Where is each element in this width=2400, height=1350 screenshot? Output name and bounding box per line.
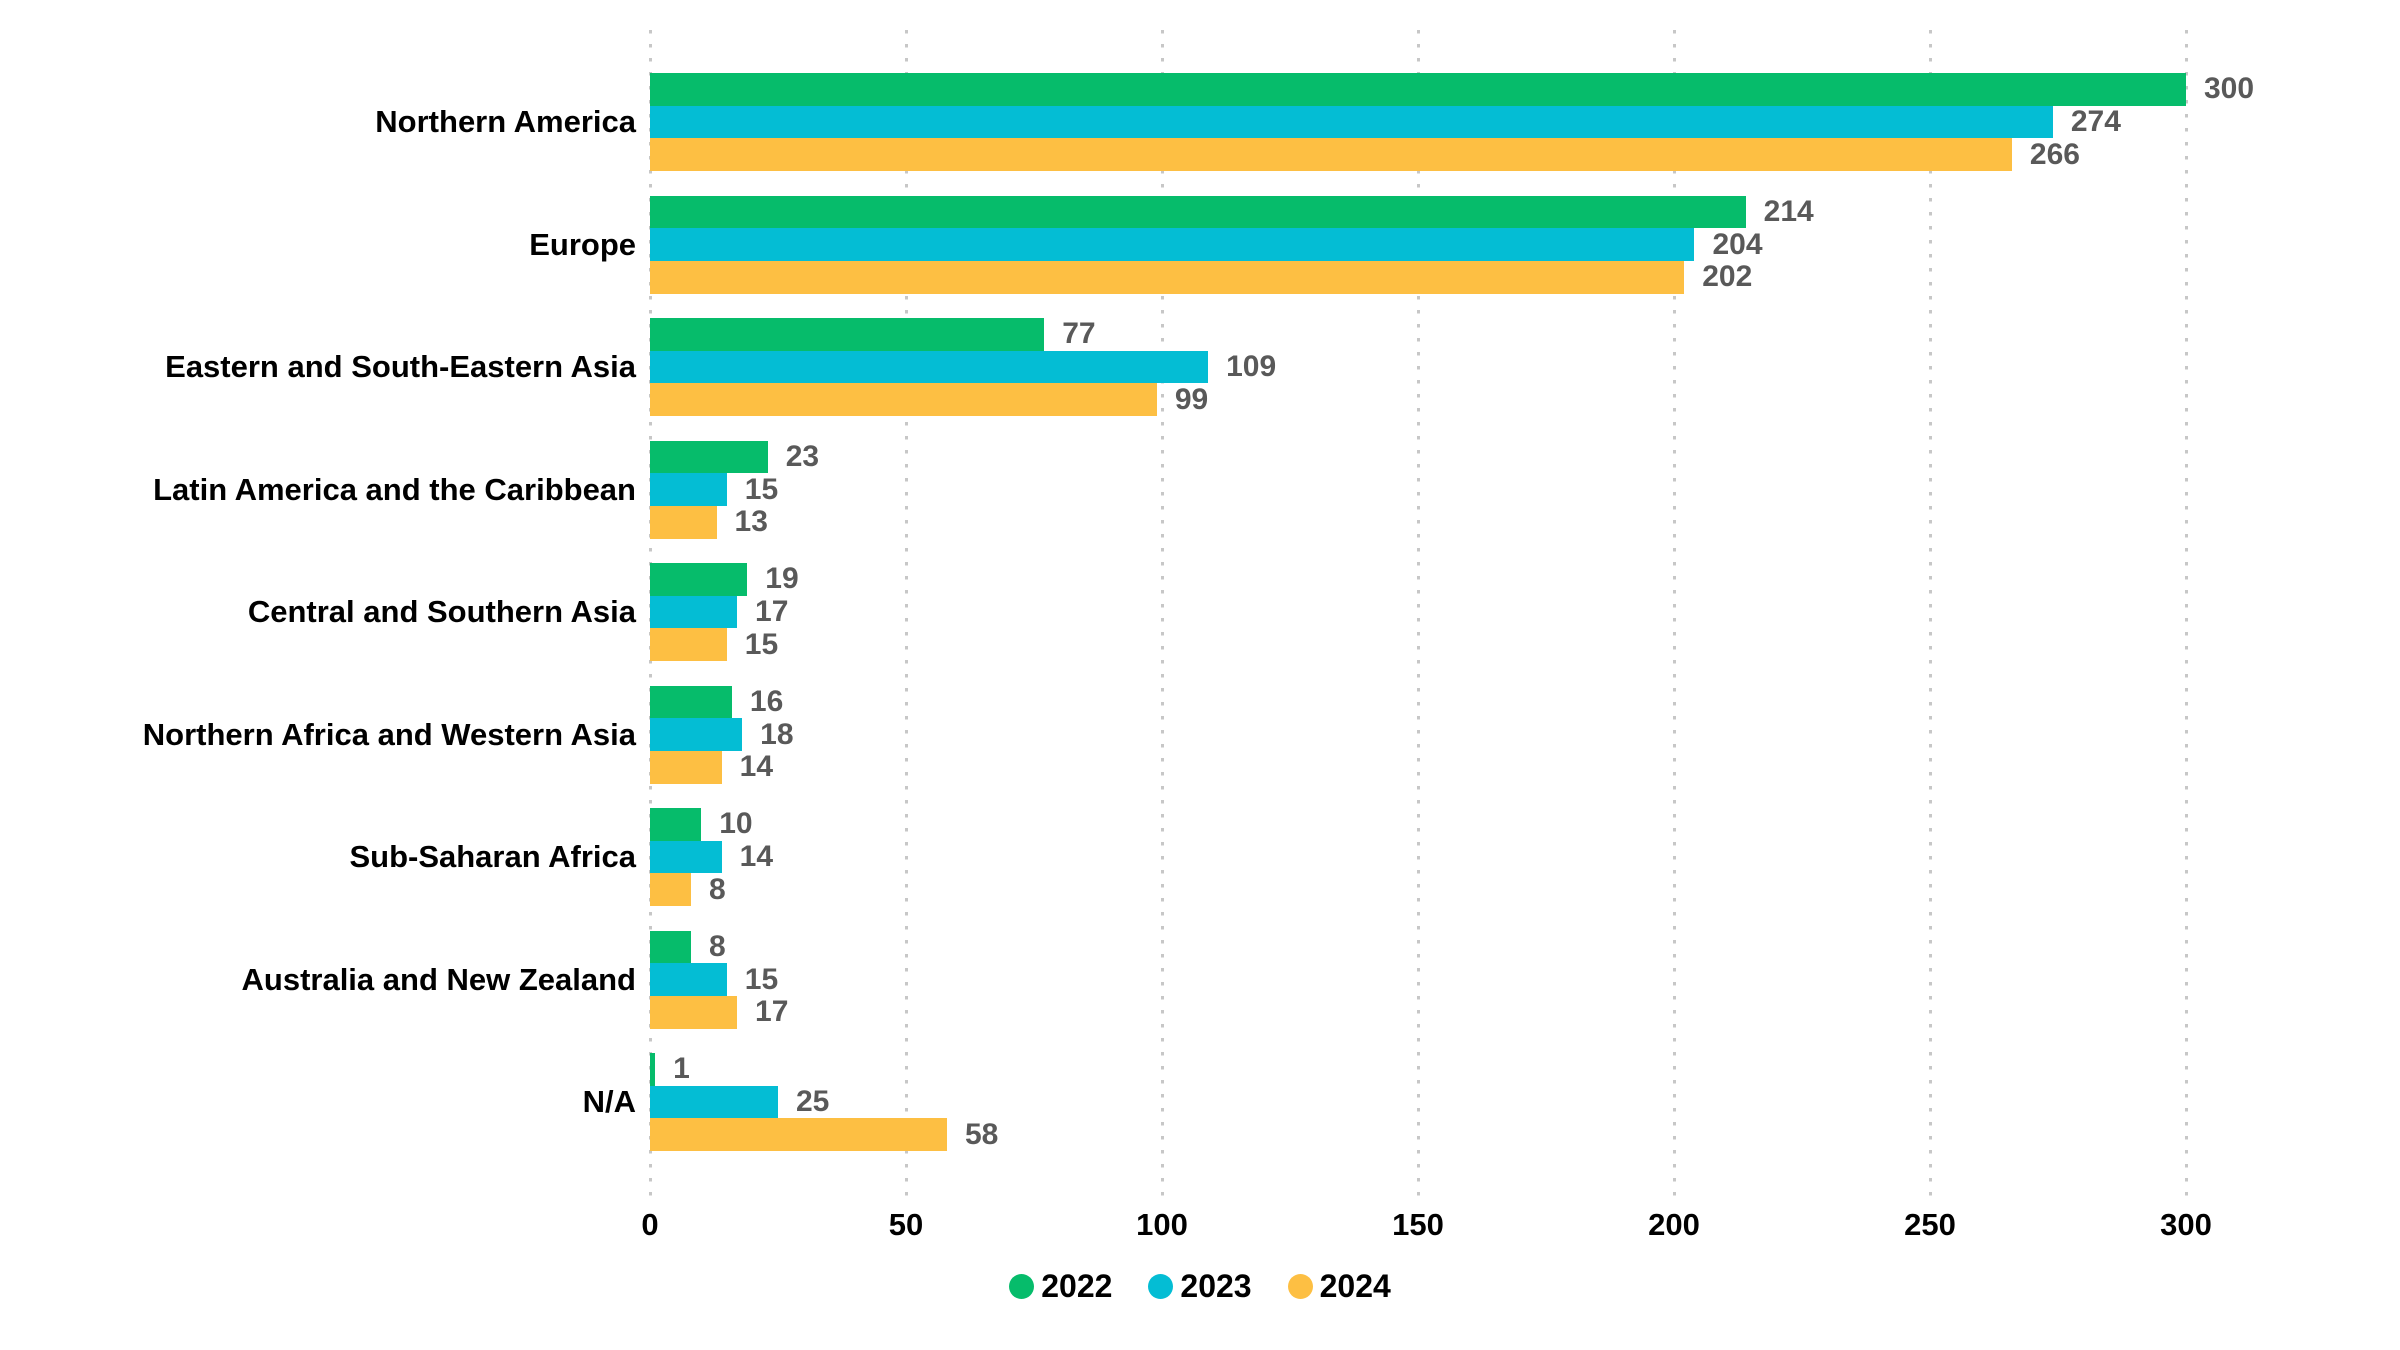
x-tick-label: 300 [2160, 1207, 2212, 1242]
bar-2023-0[interactable] [650, 105, 2053, 139]
bar-2023-3[interactable] [650, 473, 727, 506]
bar-2023-1[interactable] [650, 228, 1695, 261]
gridline-150 [1416, 30, 1420, 1198]
value-label: 15 [744, 962, 779, 996]
value-label: 8 [708, 872, 726, 906]
bar-2022-7[interactable] [650, 930, 691, 964]
category-label: Northern America [375, 104, 636, 140]
bar-2022-3[interactable] [650, 440, 768, 474]
value-label: 204 [1712, 227, 1763, 261]
bar-2023-6[interactable] [650, 840, 722, 874]
bar-2024-7[interactable] [650, 995, 738, 1029]
value-label: 17 [755, 595, 789, 629]
legend-item-2024[interactable]: 2024 [1287, 1266, 1391, 1306]
bar-2022-2[interactable] [650, 318, 1045, 351]
x-tick-label: 200 [1648, 1207, 1700, 1242]
value-label: 1 [673, 1052, 690, 1086]
legend-swatch-icon [1148, 1273, 1174, 1299]
legend-label: 2023 [1180, 1268, 1252, 1304]
bar-2023-5[interactable] [650, 718, 743, 751]
bar-2024-1[interactable] [650, 260, 1685, 294]
value-label: 58 [964, 1117, 999, 1151]
category-label: Sub-Saharan Africa [349, 839, 636, 875]
bar-2023-2[interactable] [650, 350, 1209, 384]
bar-2022-8[interactable] [650, 1053, 656, 1086]
x-tick-label: 250 [1904, 1207, 1956, 1242]
value-label: 15 [744, 627, 779, 661]
bar-2024-4[interactable] [650, 628, 727, 662]
x-tick-label: 0 [641, 1207, 659, 1242]
legend-swatch-icon [1009, 1273, 1035, 1299]
value-label: 10 [719, 807, 753, 841]
category-label: N/A [582, 1084, 636, 1120]
bar-2022-0[interactable] [650, 73, 2186, 106]
value-label: 300 [2204, 72, 2255, 106]
bar-2024-5[interactable] [650, 750, 722, 784]
category-label: Latin America and the Caribbean [153, 471, 636, 507]
value-label: 109 [1226, 350, 1277, 384]
value-label: 19 [765, 562, 799, 596]
bar-2023-8[interactable] [650, 1085, 778, 1119]
gridline-300 [2184, 30, 2188, 1198]
value-label: 214 [1763, 194, 1814, 228]
value-label: 14 [739, 750, 774, 784]
x-tick-label: 50 [888, 1207, 924, 1242]
bar-2024-8[interactable] [650, 1118, 947, 1152]
legend-swatch-icon [1287, 1273, 1313, 1299]
bar-2024-0[interactable] [650, 138, 2012, 172]
gridline-100 [1160, 30, 1164, 1198]
value-label: 8 [708, 929, 726, 963]
value-label: 99 [1174, 382, 1209, 416]
bar-2022-5[interactable] [650, 685, 732, 719]
bar-2024-3[interactable] [650, 505, 717, 539]
bar-2024-2[interactable] [650, 383, 1157, 417]
bar-2022-4[interactable] [650, 563, 748, 596]
value-label: 18 [760, 717, 794, 751]
value-label: 266 [2029, 137, 2080, 171]
value-label: 77 [1062, 317, 1096, 351]
gridline-50 [904, 30, 908, 1198]
value-label: 14 [739, 840, 774, 874]
legend-item-2022[interactable]: 2022 [1009, 1266, 1112, 1306]
value-label: 13 [734, 505, 768, 539]
category-label: Europe [529, 226, 636, 262]
value-label: 274 [2070, 105, 2121, 139]
value-label: 25 [796, 1085, 830, 1119]
category-label: Australia and New Zealand [241, 961, 637, 997]
value-label: 17 [755, 995, 789, 1029]
value-label: 23 [785, 439, 820, 473]
value-label: 16 [749, 684, 784, 718]
category-label: Central and Southern Asia [247, 594, 636, 630]
value-label: 15 [744, 472, 779, 506]
bar-2023-7[interactable] [650, 963, 727, 996]
legend-label: 2022 [1041, 1268, 1113, 1304]
x-tick-label: 100 [1136, 1207, 1188, 1242]
value-label: 202 [1702, 260, 1753, 294]
bar-2022-1[interactable] [650, 195, 1746, 229]
legend-item-2023[interactable]: 2023 [1148, 1266, 1252, 1306]
x-tick-label: 150 [1392, 1207, 1444, 1242]
gridline-250 [1928, 30, 1932, 1198]
bar-2023-4[interactable] [650, 595, 738, 629]
category-label: Northern Africa and Western Asia [142, 716, 636, 752]
category-label: Eastern and South-Eastern Asia [165, 349, 636, 385]
bar-2024-6[interactable] [650, 873, 691, 907]
legend: 2022 2023 2024 [0, 1262, 2400, 1310]
gridline-200 [1672, 30, 1676, 1198]
bar-2022-6[interactable] [650, 808, 702, 841]
legend-label: 2024 [1319, 1268, 1391, 1304]
